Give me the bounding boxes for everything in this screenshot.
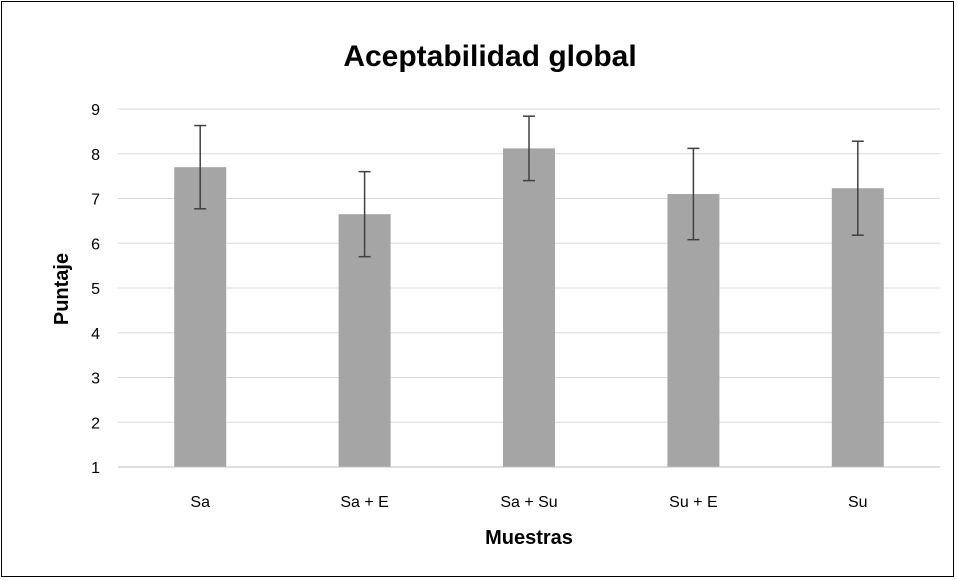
y-tick-label: 6 bbox=[91, 236, 100, 253]
y-axis-label: Puntaje bbox=[51, 253, 73, 325]
bar bbox=[174, 167, 227, 468]
y-tick-label: 1 bbox=[91, 460, 100, 477]
y-tick-label: 3 bbox=[91, 371, 100, 388]
y-tick-label: 8 bbox=[91, 147, 100, 164]
y-axis-ticks: 1 2 3 4 5 6 7 8 9 bbox=[91, 102, 100, 477]
error-bar bbox=[358, 170, 371, 258]
y-tick-label: 4 bbox=[91, 326, 100, 343]
x-tick-label: Sa bbox=[190, 494, 210, 511]
x-tick-label: Su bbox=[848, 494, 868, 511]
error-bar bbox=[851, 140, 864, 236]
error-bar bbox=[523, 115, 535, 182]
x-tick-label: Su + E bbox=[669, 494, 717, 511]
y-tick-label: 7 bbox=[91, 192, 100, 209]
x-tick-label: Sa + Su bbox=[500, 494, 557, 511]
y-tick-label: 9 bbox=[91, 102, 100, 119]
error-bar bbox=[687, 147, 700, 241]
bars bbox=[174, 148, 884, 468]
x-axis-ticks: Sa Sa + E Sa + Su Su + E Su bbox=[190, 494, 867, 511]
y-tick-label: 2 bbox=[91, 415, 100, 432]
error-bars bbox=[194, 115, 864, 258]
bar bbox=[503, 148, 555, 467]
error-bar bbox=[194, 124, 207, 210]
x-tick-label: Sa + E bbox=[340, 494, 388, 511]
x-axis-label: Muestras bbox=[485, 527, 573, 549]
y-tick-label: 5 bbox=[91, 281, 100, 298]
chart-title: Aceptabilidad global bbox=[343, 40, 636, 73]
